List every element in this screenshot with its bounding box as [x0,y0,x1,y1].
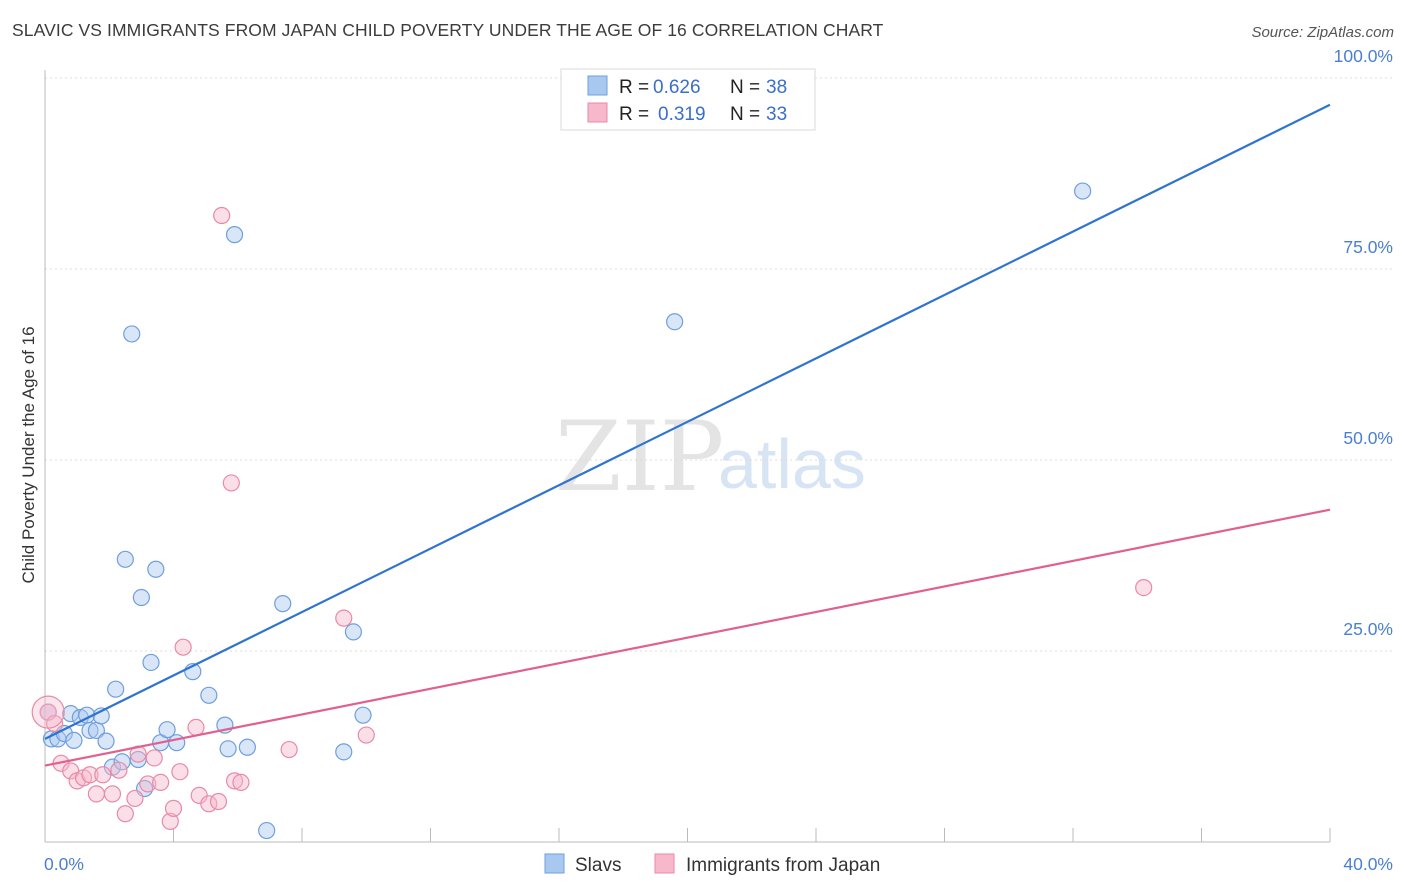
bottom-legend-label-slavs: Slavs [575,855,621,876]
japan-point-8 [94,766,112,784]
slavs-point-28 [219,740,237,758]
grid-lines [45,77,1393,652]
japan-point-29 [280,740,298,759]
y-tick-label-100: 100.0% [1334,46,1393,66]
y-tick-label-25: 25.0% [1343,619,1393,639]
japan-point-11 [116,805,134,823]
y-tick-labels: 25.0% 50.0% 75.0% 100.0% [1334,46,1393,639]
bottom-legend-swatch-japan [654,853,675,874]
japan-point-21 [187,718,205,737]
slavs-point-16 [123,325,141,343]
slavs-point-31 [258,821,276,840]
bottom-legend-label-japan: Immigrants from Japan [686,855,880,876]
slavs-point-35 [354,706,372,724]
trend-line-slavs [44,103,1331,740]
cluster-point-origin [31,695,65,729]
japan-point-26 [222,474,240,492]
japan-point-7 [87,785,106,803]
legend-swatch-japan [587,102,608,123]
slavs-point-32 [274,595,292,613]
series-legend: Slavs Immigrants from Japan [544,853,880,876]
japan-point-28 [232,773,250,792]
trend-lines [44,103,1331,767]
japan-point-18 [164,799,183,817]
japan-point-20 [174,638,192,656]
slavs-point-36 [666,313,684,331]
bottom-legend-swatch-slavs [544,853,565,874]
legend-swatch-slavs [587,75,608,96]
slavs-point-37 [1074,182,1092,200]
japan-point-17 [161,812,179,830]
slavs-point-30 [238,738,256,756]
japan-point-24 [209,792,228,811]
legend-n-label-japan: N = [730,104,760,125]
x-tick-label-min: 0.0% [44,854,84,874]
japan-point-31 [357,726,375,744]
trend-line-japan [44,508,1331,767]
chart-title: SLAVIC VS IMMIGRANTS FROM JAPAN CHILD PO… [12,20,884,40]
legend-r-value-japan: 0.319 [658,104,706,125]
japan-point-10 [110,761,128,779]
slavs-point-20 [142,653,160,672]
slavs-point-18 [132,588,150,607]
watermark-atlas: atlas [718,425,866,503]
watermark-zip: ZIP [555,401,724,513]
legend-r-label-slavs: R = [619,77,649,98]
correlation-legend: R = 0.626 N = 38 R = 0.319 N = 33 [560,68,816,131]
y-tick-label-75: 75.0% [1343,237,1393,257]
y-axis-label: Child Poverty Under the Age of 16 [19,326,38,583]
slavs-point-23 [158,721,176,739]
slavs-point-29 [225,226,244,244]
slavs-point-5 [65,731,83,749]
slavs-point-24 [168,734,186,752]
series-japan-points [31,206,1153,830]
japan-point-6 [81,766,99,784]
japan-point-14 [139,775,157,793]
slavs-point-34 [344,623,362,641]
legend-n-label-slavs: N = [730,77,760,98]
japan-point-32 [1135,578,1153,597]
slavs-point-15 [116,550,134,568]
slavs-point-21 [147,560,165,578]
slavs-point-11 [97,732,115,750]
japan-point-25 [213,206,231,225]
japan-point-19 [171,763,189,781]
japan-point-16 [152,773,170,792]
y-tick-label-50: 50.0% [1343,428,1393,448]
x-ticks [44,828,1331,842]
japan-point-27 [225,772,244,790]
slavs-point-26 [200,686,218,704]
legend-n-value-slavs: 38 [766,77,787,98]
japan-point-12 [126,789,144,808]
japan-point-9 [103,785,122,803]
japan-point-15 [145,749,163,767]
slavs-point-13 [107,680,125,698]
source-label: Source: ZipAtlas.com [1251,24,1394,41]
slavs-point-33 [335,743,353,761]
legend-r-label-japan: R = [619,104,649,125]
legend-n-value-japan: 33 [766,104,787,125]
legend-r-value-slavs: 0.626 [653,77,701,98]
slavs-point-8 [81,721,99,740]
japan-point-30 [335,609,353,627]
x-tick-label-max: 40.0% [1343,854,1393,874]
